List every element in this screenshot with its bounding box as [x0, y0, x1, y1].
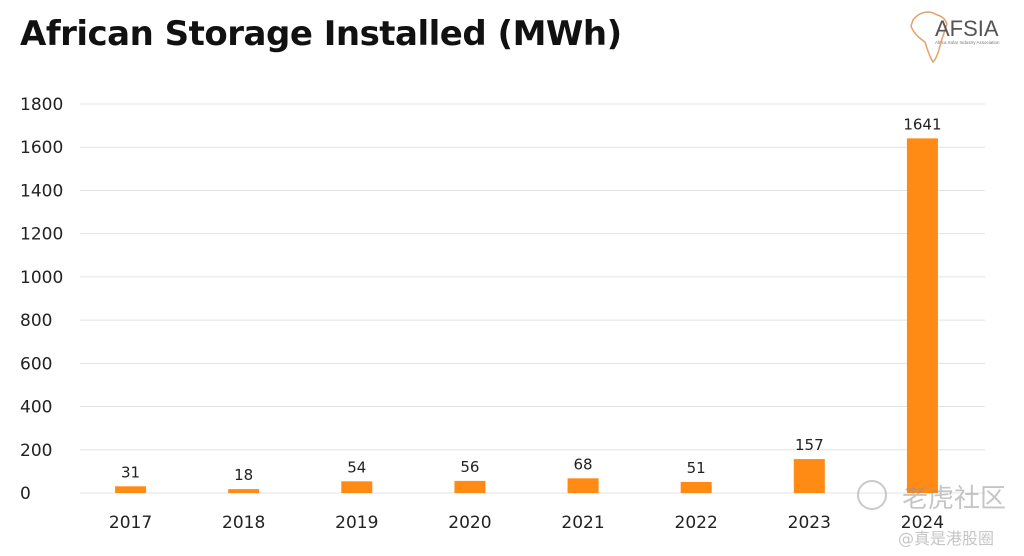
- x-tick-label: 2022: [675, 513, 718, 533]
- x-tick-label: 2018: [222, 513, 265, 533]
- y-tick-label: 400: [20, 398, 52, 418]
- data-label: 68: [574, 455, 593, 473]
- watermark-brand: 老虎社区: [902, 484, 1007, 514]
- afsia-logo: AFSIA Africa Solar Industry Association: [910, 11, 1000, 64]
- x-tick-label: 2024: [901, 513, 944, 533]
- y-tick-label: 1800: [20, 95, 63, 115]
- data-label: 56: [460, 458, 479, 476]
- svg-text:Africa Solar Industry Associat: Africa Solar Industry Association: [935, 40, 1000, 45]
- y-tick-label: 1000: [20, 268, 63, 288]
- bar-2018: [228, 489, 260, 493]
- x-tick-label: 2017: [109, 513, 152, 533]
- y-tick-label: 600: [20, 354, 52, 374]
- y-tick-label: 1600: [20, 138, 63, 158]
- x-tick-label: 2023: [788, 513, 831, 533]
- bar-2024: [906, 138, 938, 493]
- data-label: 54: [347, 458, 366, 476]
- bar-2017: [115, 486, 147, 493]
- y-tick-label: 1400: [20, 181, 63, 201]
- y-tick-label: 0: [20, 484, 31, 504]
- watermark-author: @真是港股圈: [898, 529, 995, 548]
- chart-title: African Storage Installed (MWh): [20, 14, 622, 54]
- y-tick-label: 200: [20, 441, 52, 461]
- svg-text:AFSIA: AFSIA: [935, 16, 999, 41]
- data-label: 31: [121, 463, 140, 481]
- data-label: 157: [795, 436, 824, 454]
- bar-2023: [793, 459, 825, 493]
- data-label: 1641: [903, 115, 941, 133]
- bar-2021: [567, 478, 599, 493]
- bar-2020: [454, 480, 486, 493]
- watermark-logo-icon: [857, 480, 887, 510]
- x-tick-label: 2019: [335, 513, 378, 533]
- x-tick-label: 2020: [448, 513, 491, 533]
- y-tick-label: 1200: [20, 225, 63, 245]
- bar-2022: [680, 481, 712, 493]
- y-tick-label: 800: [20, 311, 52, 331]
- data-label: 18: [234, 466, 253, 484]
- bar-2019: [341, 481, 373, 493]
- data-label: 51: [687, 459, 706, 477]
- x-tick-label: 2021: [561, 513, 604, 533]
